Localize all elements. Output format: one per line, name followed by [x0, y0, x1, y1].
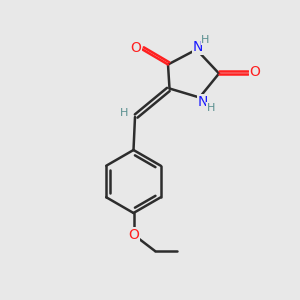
- Text: H: H: [207, 103, 215, 113]
- Text: O: O: [250, 65, 260, 79]
- Text: N: N: [197, 95, 208, 109]
- Text: O: O: [130, 41, 141, 55]
- Text: H: H: [120, 107, 129, 118]
- Text: H: H: [201, 35, 210, 45]
- Text: O: O: [128, 228, 139, 242]
- Text: N: N: [193, 40, 203, 54]
